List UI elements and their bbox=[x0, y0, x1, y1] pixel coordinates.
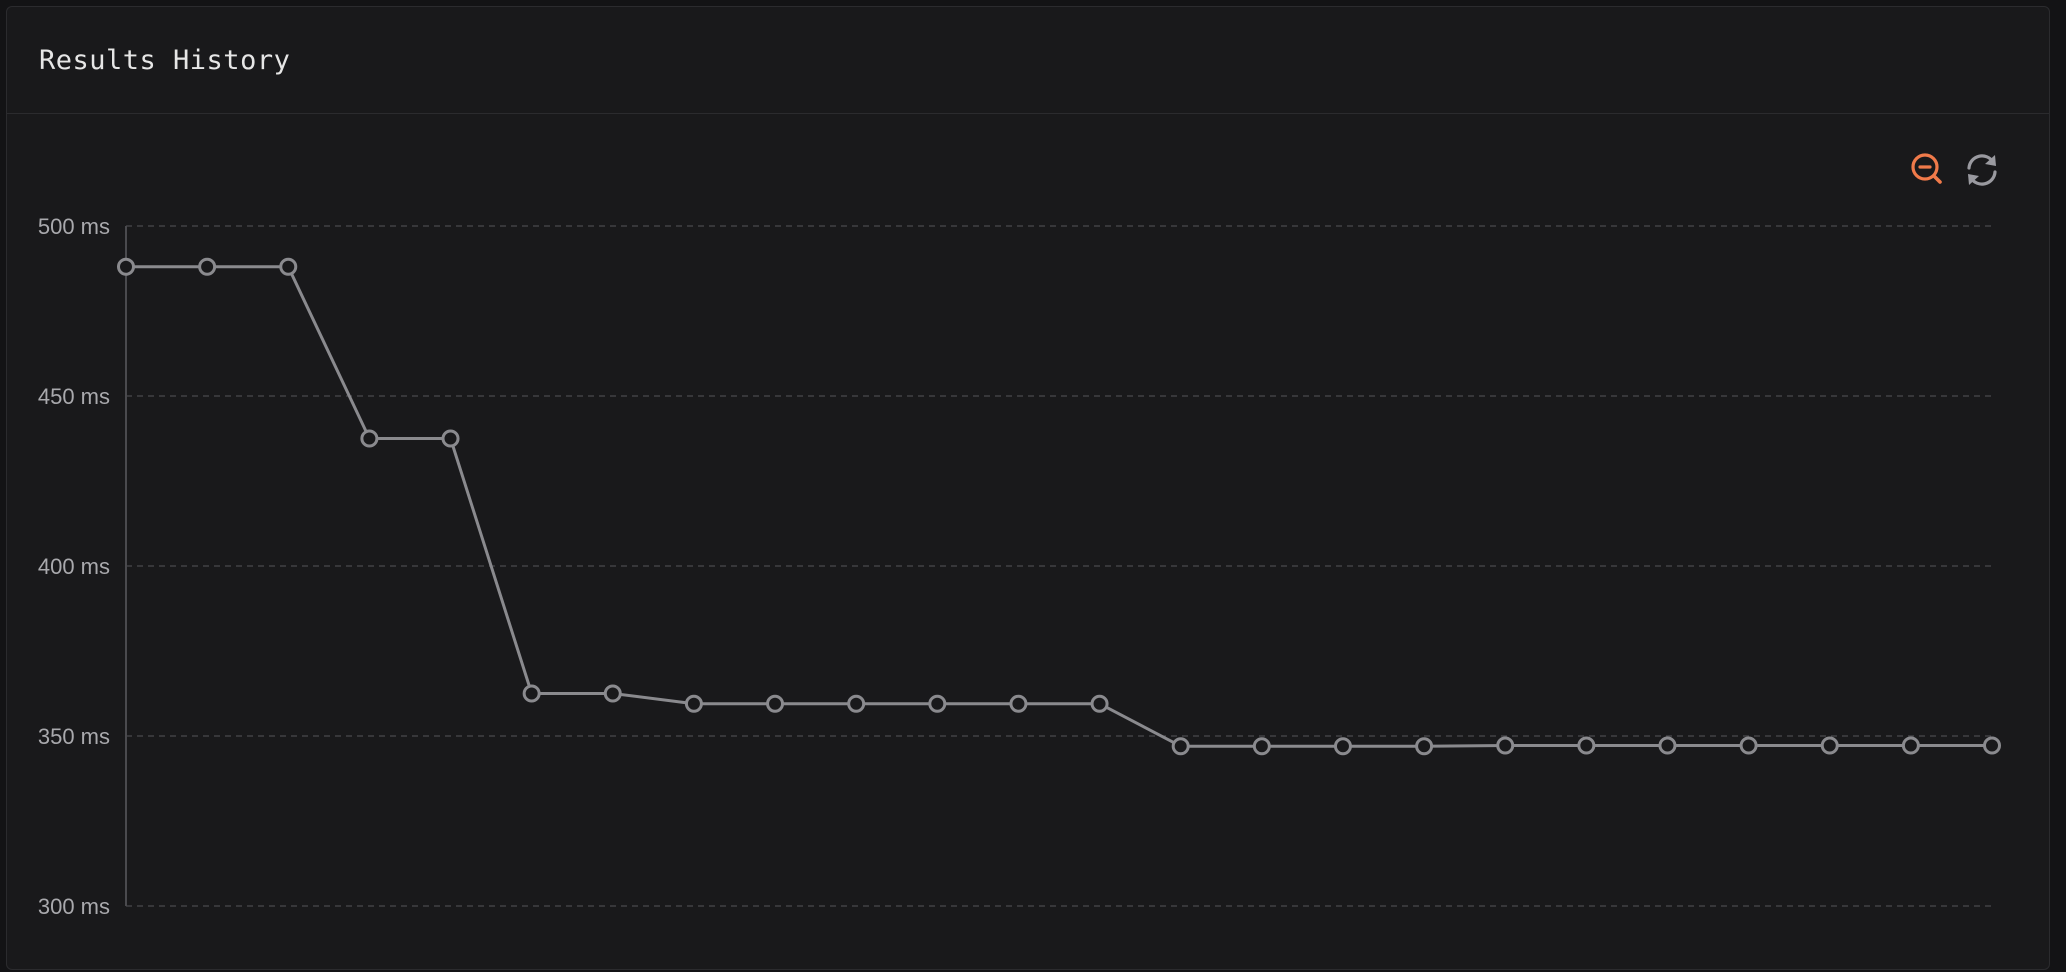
y-tick-label: 450 ms bbox=[38, 384, 110, 409]
data-point[interactable] bbox=[1820, 736, 1839, 755]
data-point[interactable] bbox=[1415, 737, 1434, 756]
data-point[interactable] bbox=[1983, 736, 2001, 755]
data-point[interactable] bbox=[1739, 736, 1758, 755]
data-point[interactable] bbox=[1901, 736, 1920, 755]
data-point[interactable] bbox=[603, 684, 622, 703]
panel-header: Results History bbox=[7, 7, 2049, 114]
y-tick-label: 300 ms bbox=[38, 894, 110, 919]
data-point[interactable] bbox=[766, 694, 785, 713]
data-point[interactable] bbox=[928, 694, 947, 713]
data-point[interactable] bbox=[1496, 736, 1515, 755]
data-point[interactable] bbox=[684, 694, 703, 713]
data-point[interactable] bbox=[1658, 736, 1677, 755]
refresh-icon[interactable] bbox=[1962, 150, 2002, 190]
data-point[interactable] bbox=[441, 429, 460, 448]
data-point[interactable] bbox=[522, 684, 541, 703]
y-tick-label: 500 ms bbox=[38, 214, 110, 239]
series-line bbox=[126, 265, 1992, 748]
results-history-panel: Results History bbox=[6, 6, 2050, 970]
panel-title: Results History bbox=[39, 45, 291, 76]
data-point[interactable] bbox=[279, 257, 298, 276]
data-point[interactable] bbox=[117, 257, 135, 276]
grid-layer bbox=[126, 225, 1992, 907]
data-point[interactable] bbox=[1009, 694, 1028, 713]
data-point[interactable] bbox=[1090, 694, 1109, 713]
zoom-out-icon[interactable] bbox=[1908, 150, 1948, 190]
data-point[interactable] bbox=[1252, 737, 1271, 756]
y-tick-label: 400 ms bbox=[38, 554, 110, 579]
y-axis: 500 ms 450 ms 400 ms 350 ms 300 ms bbox=[38, 214, 127, 919]
y-tick-label: 350 ms bbox=[38, 724, 110, 749]
chart-toolbar bbox=[1900, 150, 2000, 200]
data-point[interactable] bbox=[1333, 737, 1352, 756]
data-point[interactable] bbox=[1577, 736, 1596, 755]
data-point[interactable] bbox=[198, 257, 217, 276]
data-point[interactable] bbox=[847, 694, 866, 713]
data-point[interactable] bbox=[1171, 737, 1190, 756]
data-point[interactable] bbox=[360, 429, 379, 448]
series-layer bbox=[117, 257, 2001, 756]
